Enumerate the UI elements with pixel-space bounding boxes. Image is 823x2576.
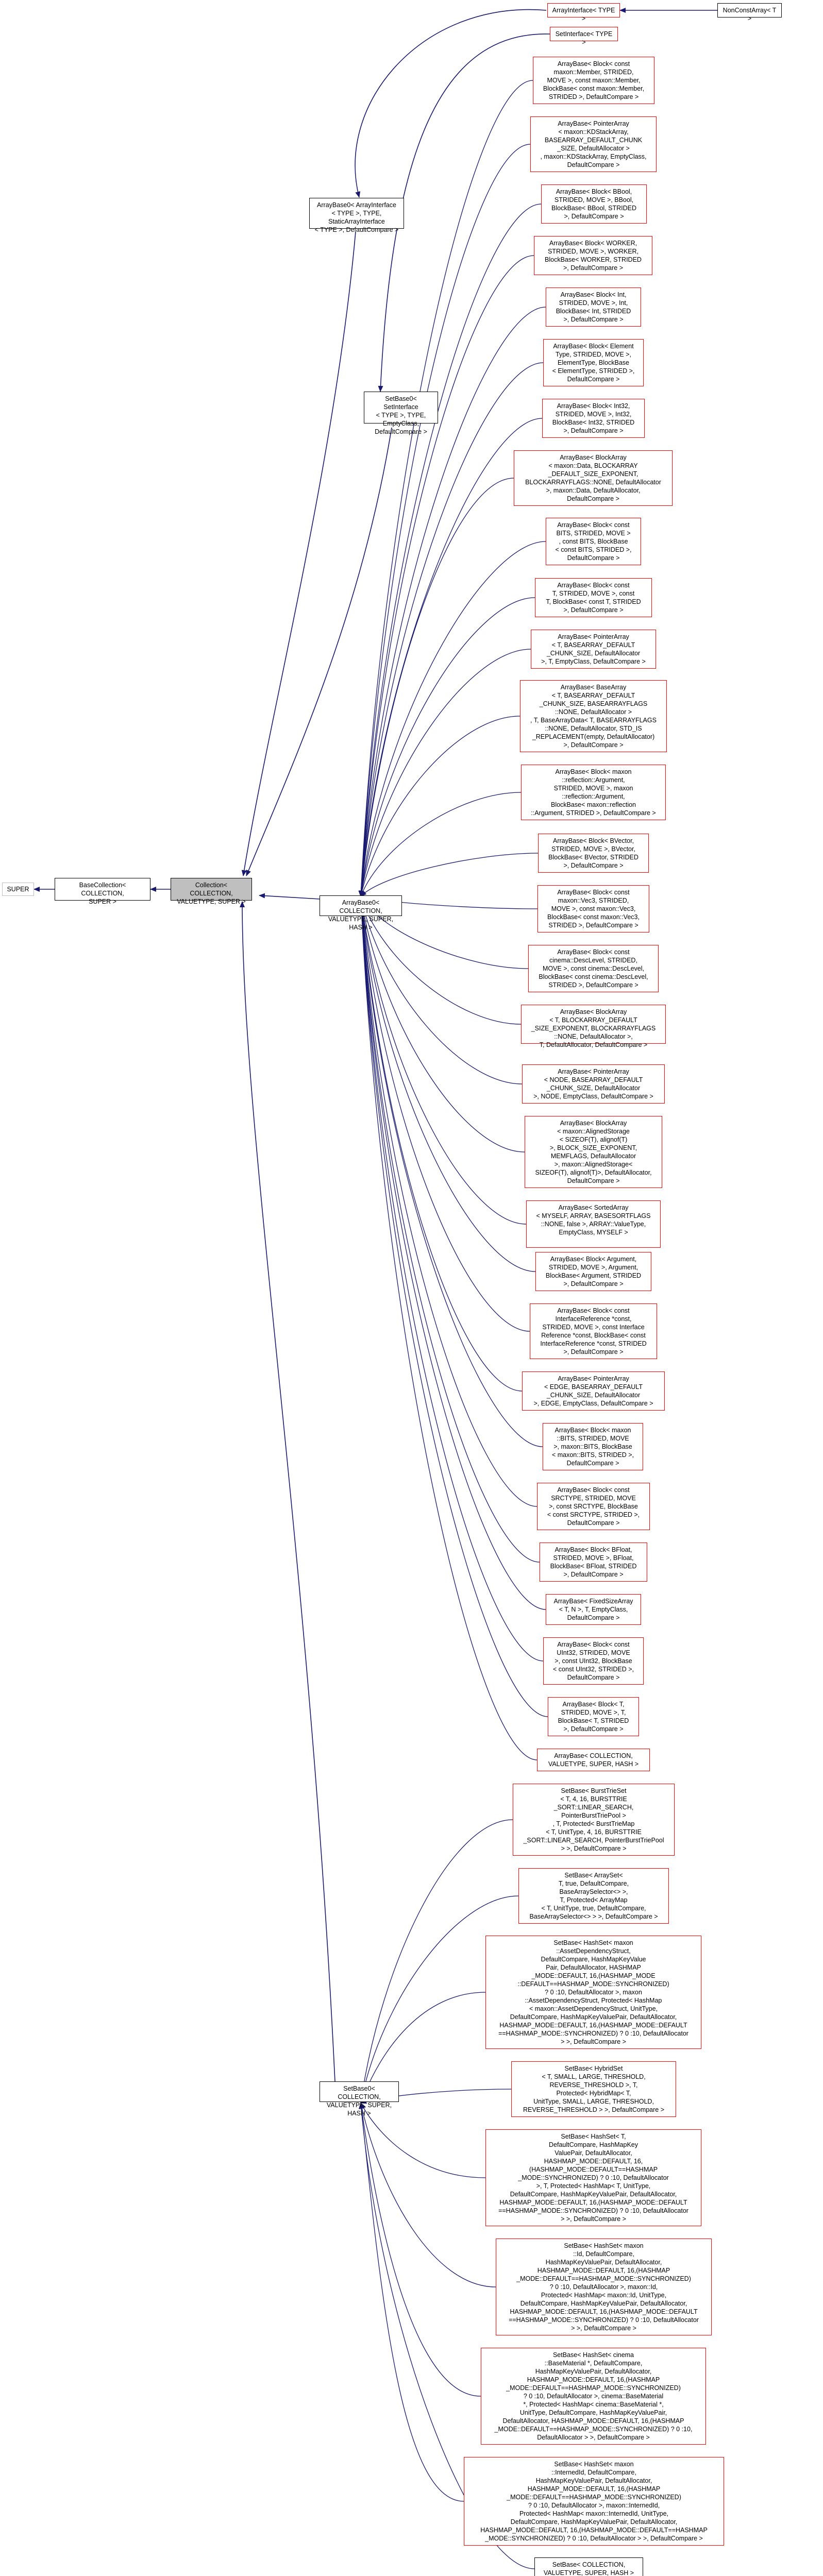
array-node[interactable]: ArrayBase< Block< BVector, STRIDED, MOVE…: [538, 834, 649, 873]
node-arraybase0-generic[interactable]: ArrayBase0< COLLECTION, VALUETYPE, SUPER…: [320, 895, 402, 931]
node-array-interface[interactable]: ArrayInterface< TYPE >: [547, 3, 620, 22]
array-node[interactable]: ArrayBase< Block< const UInt32, STRIDED,…: [543, 1637, 644, 1685]
array-node[interactable]: ArrayBase< BlockArray < maxon::Data, BLO…: [514, 450, 673, 506]
node-setbase0-generic[interactable]: SetBase0< COLLECTION, VALUETYPE, SUPER, …: [320, 2081, 399, 2117]
array-node[interactable]: ArrayBase< Block< maxon ::reflection::Ar…: [521, 765, 666, 820]
set-node[interactable]: SetBase< COLLECTION, VALUETYPE, SUPER, H…: [534, 2557, 643, 2576]
array-node[interactable]: ArrayBase< Block< BFloat, STRIDED, MOVE …: [540, 1543, 647, 1582]
node-super[interactable]: SUPER: [2, 883, 34, 896]
array-node[interactable]: ArrayBase< Block< Argument, STRIDED, MOV…: [535, 1252, 651, 1291]
node-arraybase0-arrayinterface[interactable]: ArrayBase0< ArrayInterface < TYPE >, TYP…: [309, 198, 404, 233]
array-node[interactable]: ArrayBase< Block< const maxon::Member, S…: [533, 57, 654, 104]
node-set-interface[interactable]: SetInterface< TYPE >: [550, 27, 618, 46]
set-node[interactable]: SetBase< HashSet< maxon ::InternedId, De…: [464, 2457, 724, 2546]
array-node[interactable]: ArrayBase< Block< const InterfaceReferen…: [530, 1303, 657, 1359]
set-node[interactable]: SetBase< HashSet< cinema ::BaseMaterial …: [481, 2348, 706, 2445]
array-node[interactable]: ArrayBase< FixedSizeArray < T, N >, T, E…: [546, 1594, 641, 1625]
array-node[interactable]: ArrayBase< Block< WORKER, STRIDED, MOVE …: [534, 236, 652, 275]
array-node[interactable]: ArrayBase< Block< Int32, STRIDED, MOVE >…: [542, 399, 645, 438]
set-node[interactable]: SetBase< HashSet< T, DefaultCompare, Has…: [485, 2129, 701, 2226]
array-node[interactable]: ArrayBase< Block< const T, STRIDED, MOVE…: [535, 578, 652, 617]
array-node[interactable]: ArrayBase< Block< const maxon::Vec3, STR…: [538, 885, 649, 933]
set-node[interactable]: SetBase< HashSet< maxon ::Id, DefaultCom…: [496, 2239, 712, 2335]
set-node[interactable]: SetBase< HashSet< maxon ::AssetDependenc…: [485, 1936, 701, 2049]
node-setbase0-setinterface[interactable]: SetBase0< SetInterface < TYPE >, TYPE, E…: [364, 392, 438, 435]
set-node[interactable]: SetBase< BurstTrieSet < T, 4, 16, BURSTT…: [513, 1784, 675, 1856]
array-node[interactable]: ArrayBase< BlockArray < maxon::AlignedSt…: [525, 1116, 662, 1188]
array-node[interactable]: ArrayBase< PointerArray < T, BASEARRAY_D…: [531, 630, 656, 669]
array-node[interactable]: ArrayBase< BlockArray < T, BLOCKARRAY_DE…: [521, 1005, 666, 1048]
array-node[interactable]: ArrayBase< Block< T, STRIDED, MOVE >, T,…: [548, 1697, 639, 1736]
array-node[interactable]: ArrayBase< Block< BBool, STRIDED, MOVE >…: [541, 184, 647, 224]
array-node[interactable]: ArrayBase< COLLECTION, VALUETYPE, SUPER,…: [537, 1749, 650, 1771]
array-node[interactable]: ArrayBase< BaseArray < T, BASEARRAY_DEFA…: [520, 680, 667, 752]
array-node[interactable]: ArrayBase< Block< maxon ::BITS, STRIDED,…: [543, 1423, 643, 1470]
array-node[interactable]: ArrayBase< Block< const BITS, STRIDED, M…: [546, 518, 641, 565]
array-node[interactable]: ArrayBase< PointerArray < NODE, BASEARRA…: [522, 1064, 665, 1104]
node-base-collection[interactable]: BaseCollection< COLLECTION, SUPER >: [55, 878, 150, 905]
array-node[interactable]: ArrayBase< Block< const cinema::DescLeve…: [528, 945, 659, 992]
array-node[interactable]: ArrayBase< Block< Element Type, STRIDED,…: [543, 339, 644, 386]
array-node[interactable]: ArrayBase< PointerArray < maxon::KDStack…: [530, 116, 657, 172]
array-node[interactable]: ArrayBase< SortedArray < MYSELF, ARRAY, …: [526, 1200, 661, 1248]
node-non-const-array[interactable]: NonConstArray< T >: [717, 3, 782, 22]
set-node[interactable]: SetBase< ArraySet< T, true, DefaultCompa…: [518, 1868, 669, 1924]
node-collection-current: Collection< COLLECTION, VALUETYPE, SUPER…: [171, 878, 252, 905]
array-node[interactable]: ArrayBase< Block< const SRCTYPE, STRIDED…: [537, 1483, 650, 1530]
set-node[interactable]: SetBase< HybridSet < T, SMALL, LARGE, TH…: [511, 2061, 676, 2117]
array-node[interactable]: ArrayBase< PointerArray < EDGE, BASEARRA…: [522, 1371, 665, 1411]
array-node[interactable]: ArrayBase< Block< Int, STRIDED, MOVE >, …: [546, 287, 641, 327]
